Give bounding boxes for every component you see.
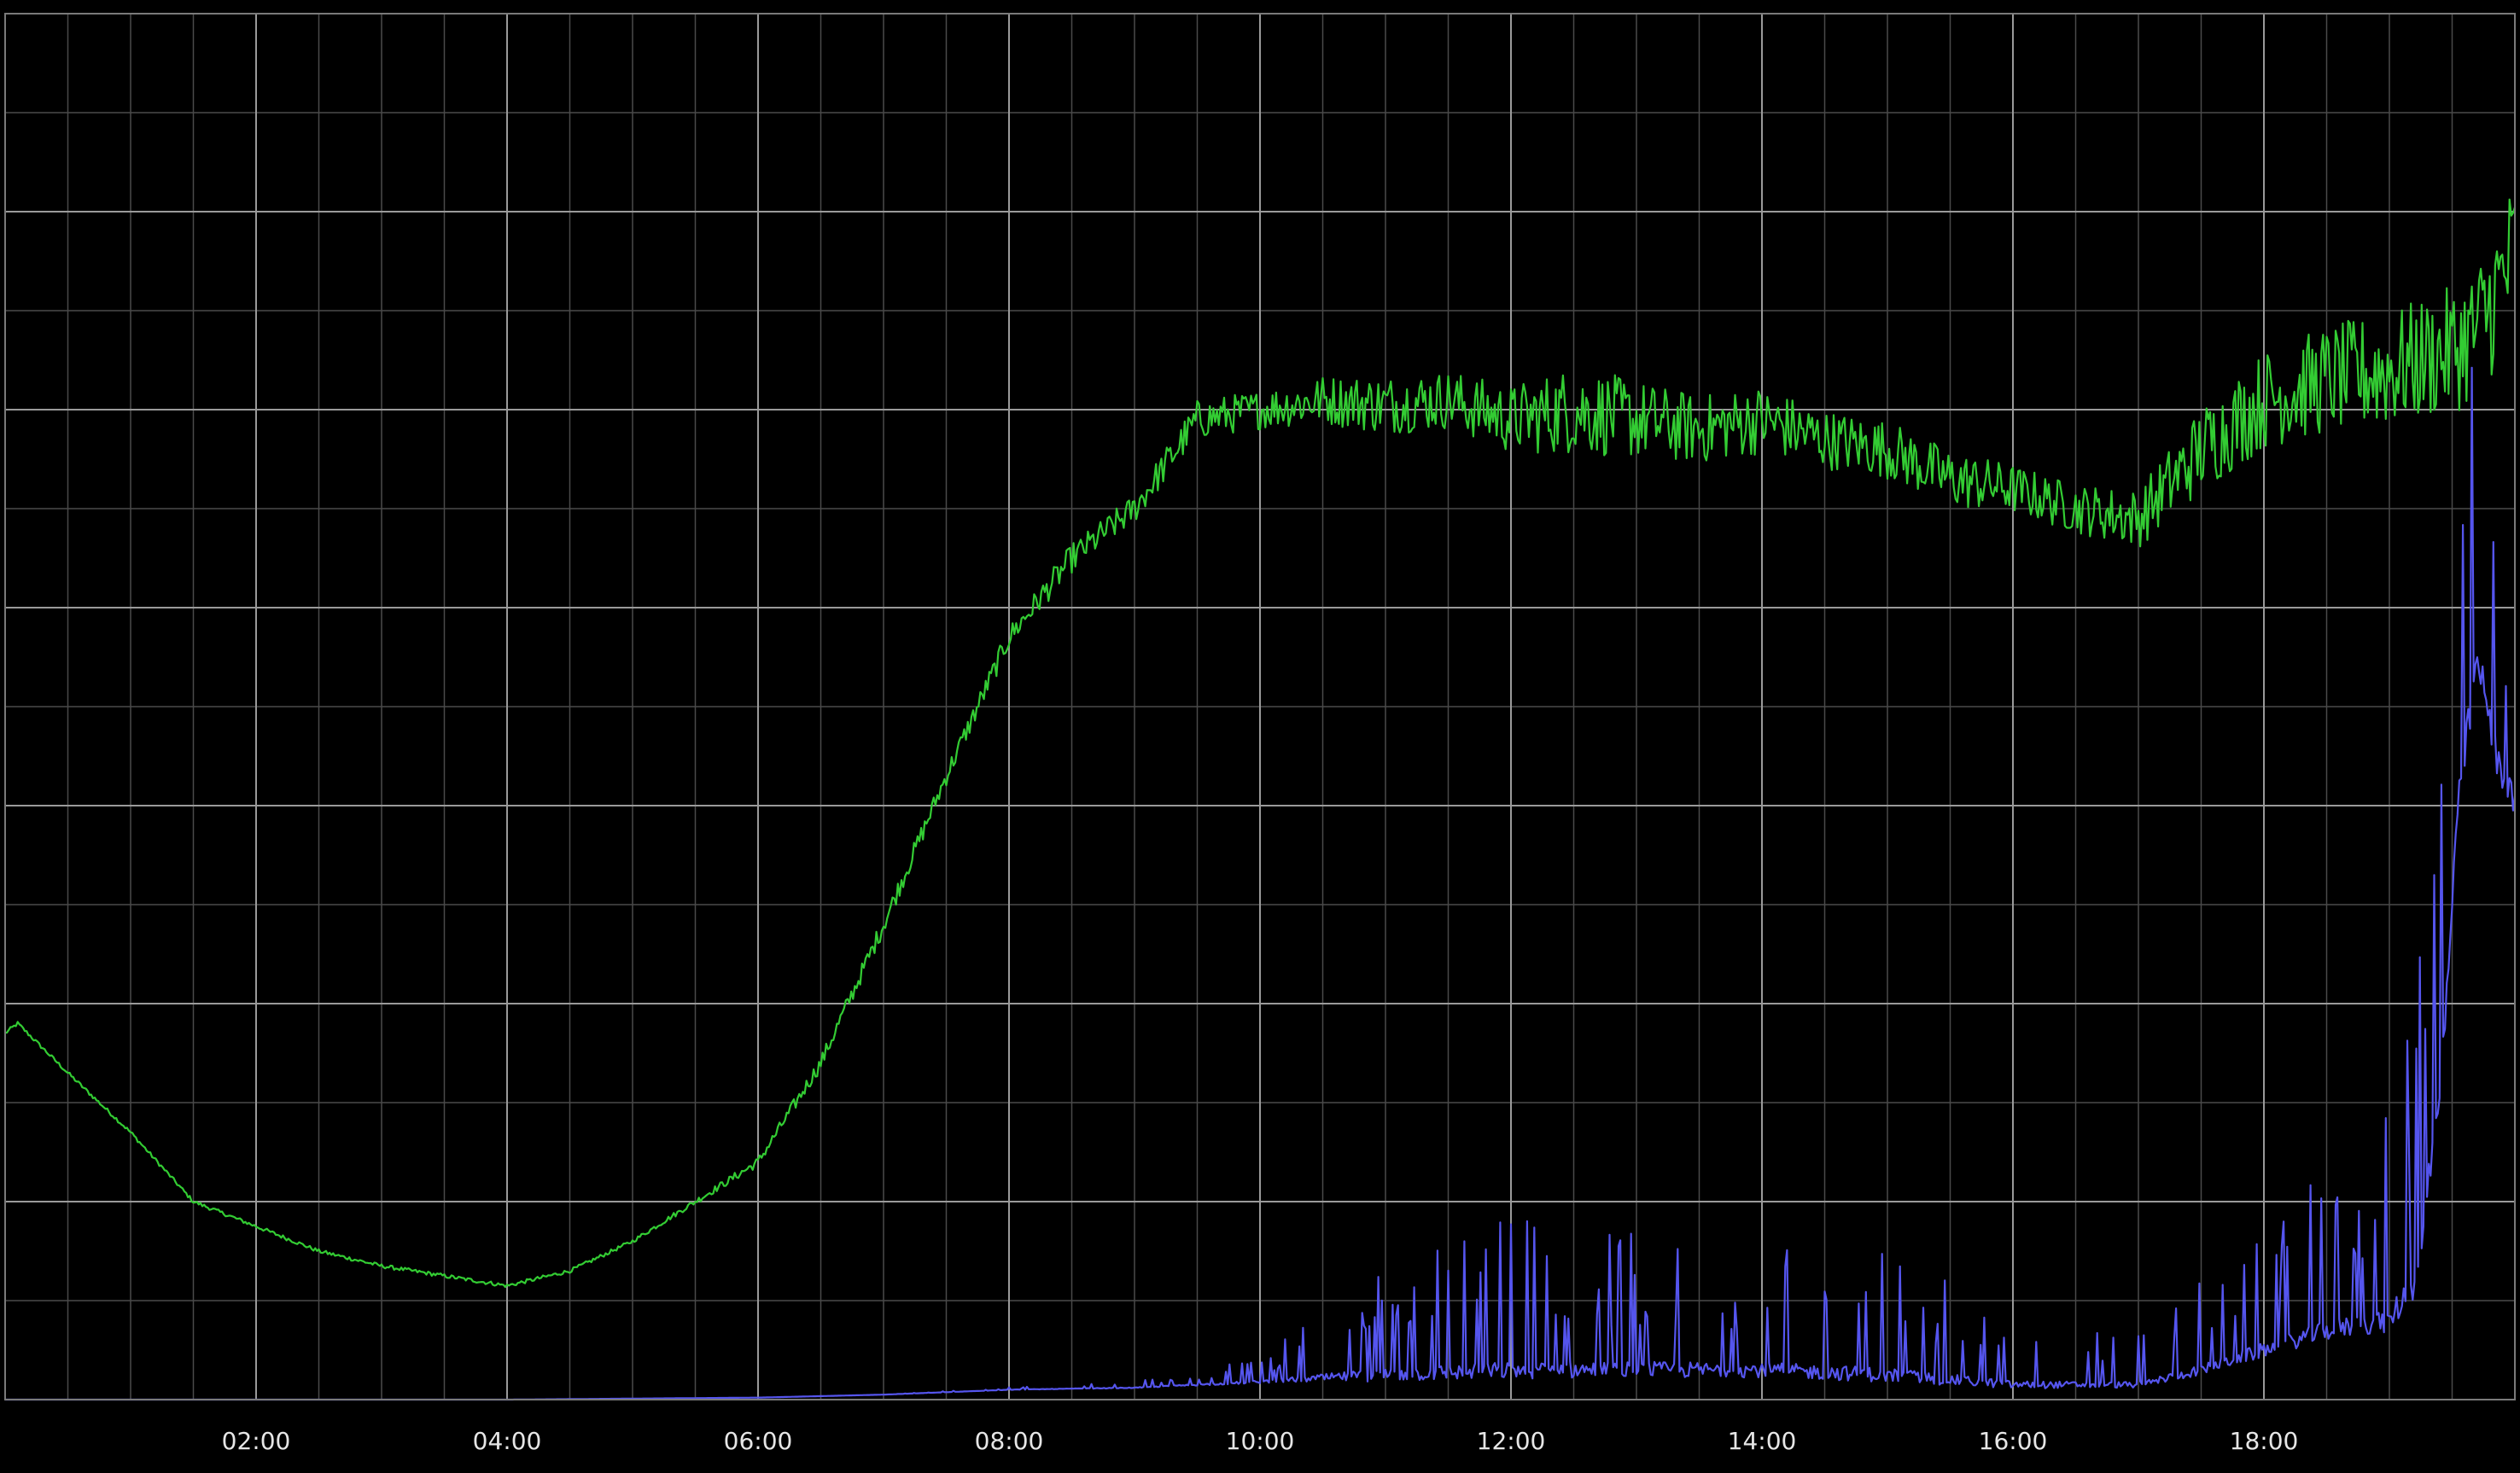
x-tick-label: 12:00 <box>1477 1427 1546 1455</box>
x-tick-labels: 02:00 04:00 06:00 08:00 10:00 12:00 14:00 16:00… <box>222 1427 2299 1455</box>
series-line-green <box>4 198 2517 1289</box>
x-tick-label: 02:00 <box>222 1427 291 1455</box>
grid-minor <box>5 14 2515 1400</box>
x-tick-label: 10:00 <box>1226 1427 1295 1455</box>
x-tick-label: 16:00 <box>1979 1427 2048 1455</box>
x-tick-label: 04:00 <box>473 1427 542 1455</box>
x-tick-label: 06:00 <box>724 1427 793 1455</box>
x-tick-label: 08:00 <box>975 1427 1044 1455</box>
x-tick-label: 18:00 <box>2230 1427 2299 1455</box>
x-tick-label: 14:00 <box>1728 1427 1797 1455</box>
plot-frame <box>4 13 2516 1400</box>
